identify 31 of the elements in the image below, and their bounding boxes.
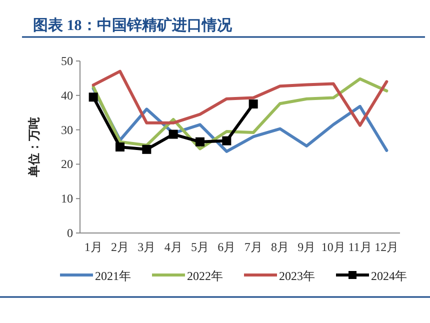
title: 图表 18：中国锌精矿进口情况 (33, 18, 232, 34)
point (196, 137, 204, 146)
y-tick-label: 50 (61, 54, 73, 68)
x-tick-label: 3月 (138, 240, 156, 254)
y-tick-label: 30 (61, 122, 73, 137)
x-tick-label: 11月 (348, 240, 372, 254)
point (142, 144, 152, 154)
x-tick-label: 7月 (244, 240, 262, 254)
x-tick-label: 6月 (218, 240, 236, 254)
x-tick-label: 5月 (191, 240, 209, 254)
y-tick-label: 0 (67, 226, 73, 240)
legend-label: 2023年 (279, 269, 315, 283)
x-tick-label: 1月 (84, 240, 102, 254)
y-tick-label: 20 (61, 157, 73, 172)
legend-label: 2024年 (371, 269, 407, 283)
x-tick-label: 8月 (271, 240, 289, 254)
point (116, 142, 124, 152)
legend-label: 2022年 (187, 269, 223, 283)
x-tick-label: 2月 (111, 240, 129, 254)
x-tick-label: 12月 (374, 240, 399, 254)
x-tick-label: 4月 (164, 240, 182, 254)
y-tick-label: 10 (61, 192, 73, 206)
point (168, 130, 178, 139)
y-tick-label: 40 (61, 88, 73, 102)
legend-label: 2021年 (95, 269, 131, 283)
x-tick-label: 9月 (298, 240, 316, 254)
point (222, 136, 232, 146)
point (88, 92, 98, 102)
x-tick-label: 10月 (321, 240, 346, 254)
point (248, 100, 258, 108)
y-axis-title: 单位：万吨 (27, 117, 41, 178)
